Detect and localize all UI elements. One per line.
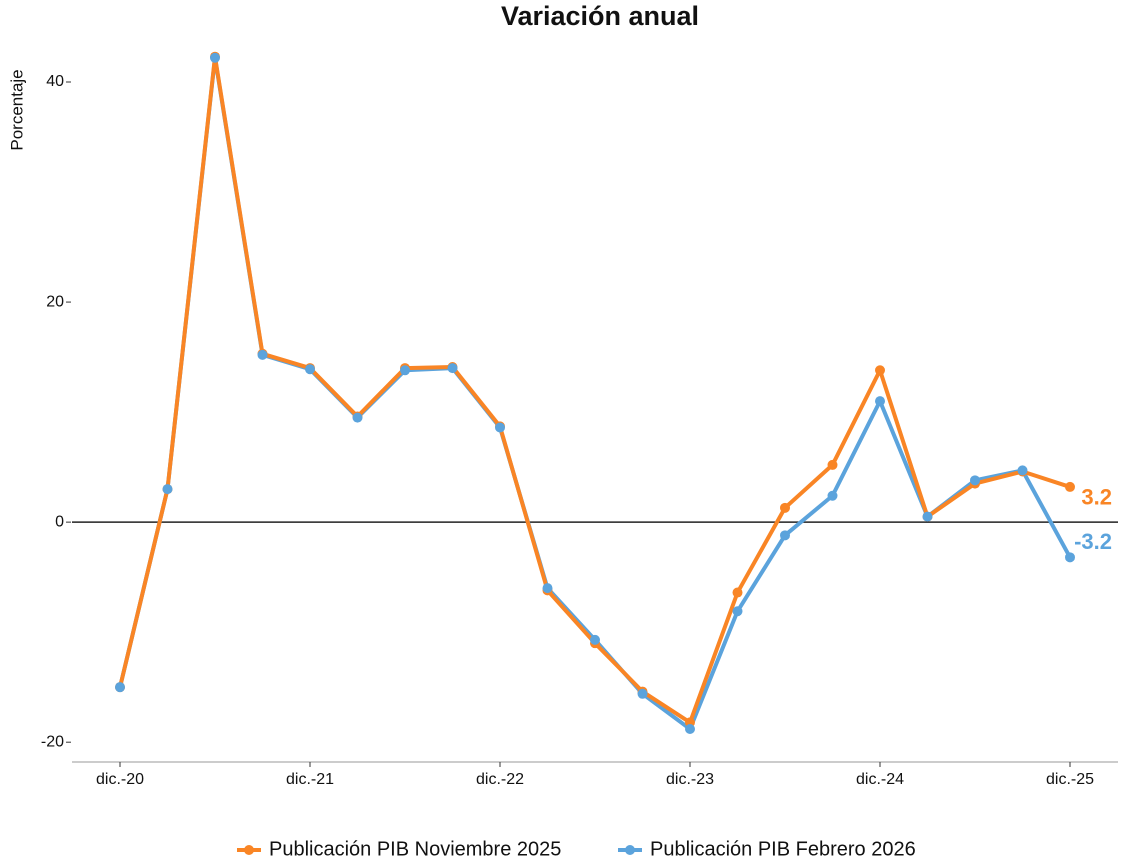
data-point: [590, 634, 600, 645]
legend-label: Publicación PIB Febrero 2026: [650, 838, 916, 860]
data-point: [257, 349, 268, 360]
data-point: [162, 484, 173, 495]
data-point: [685, 723, 695, 734]
x-tick-label: dic.-23: [666, 771, 714, 788]
data-point: [115, 682, 125, 693]
legend-label: Publicación PIB Noviembre 2025: [269, 838, 561, 860]
data-point: [875, 365, 885, 376]
x-tick-label: dic.-24: [856, 771, 904, 788]
data-point: [352, 412, 363, 423]
legend-marker: [244, 845, 254, 855]
data-point: [637, 688, 648, 699]
x-tick-label: dic.-20: [96, 771, 144, 788]
data-label: -3.2: [1074, 529, 1112, 554]
data-point: [732, 587, 743, 598]
data-point: [780, 502, 790, 513]
data-point: [875, 396, 885, 407]
data-label: 3.2: [1081, 485, 1112, 510]
y-tick-label: 40: [46, 73, 64, 90]
y-axis-label: Porcentaje: [7, 69, 26, 150]
data-point: [210, 52, 220, 63]
data-point: [732, 606, 743, 617]
data-point: [780, 530, 790, 541]
data-point: [970, 475, 980, 486]
data-point: [542, 583, 553, 594]
x-tick-label: dic.-25: [1046, 771, 1094, 788]
data-point: [922, 511, 933, 522]
y-tick-label: 0: [55, 513, 64, 530]
x-tick-label: dic.-21: [286, 771, 334, 788]
chart-title: Variación anual: [501, 1, 699, 31]
data-point: [1017, 465, 1028, 476]
y-tick-label: 20: [46, 293, 64, 310]
data-point: [400, 365, 410, 376]
series-line: [118, 55, 1072, 731]
x-tick-label: dic.-22: [476, 771, 524, 788]
data-point: [1065, 481, 1075, 492]
legend-marker: [625, 845, 635, 855]
series-line: [118, 54, 1071, 725]
data-point: [827, 459, 838, 470]
data-point: [495, 422, 505, 433]
y-tick-label: -20: [41, 733, 64, 750]
data-point: [305, 364, 315, 375]
data-point: [447, 363, 458, 374]
data-point: [827, 490, 838, 501]
data-point: [1065, 552, 1075, 563]
